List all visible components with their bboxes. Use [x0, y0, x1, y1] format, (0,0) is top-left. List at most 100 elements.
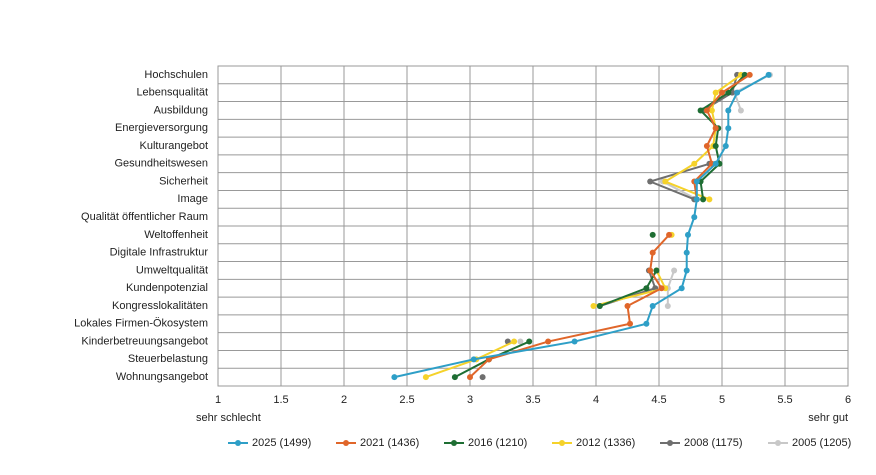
legend-dot — [343, 440, 349, 446]
data-point — [545, 338, 552, 345]
data-point — [708, 107, 715, 114]
scale-low-label: sehr schlecht — [196, 412, 261, 424]
data-point — [590, 303, 597, 309]
x-tick-label: 1.5 — [273, 394, 288, 406]
data-point — [712, 143, 719, 149]
data-point — [658, 285, 665, 292]
data-point — [647, 178, 654, 185]
legend-label: 2021 (1436) — [360, 437, 419, 449]
y-tick-label: Ausbildung — [154, 104, 208, 116]
series-line — [469, 234, 670, 378]
data-point — [697, 107, 704, 114]
x-tick-label: 3 — [467, 394, 473, 406]
legend-dot — [451, 440, 457, 446]
y-tick-label: Weltoffenheit — [144, 229, 208, 241]
data-point — [684, 231, 691, 238]
y-tick-label: Kongresslokalitäten — [112, 300, 208, 312]
series-line — [698, 74, 746, 200]
data-point — [719, 89, 725, 96]
data-point — [734, 89, 741, 96]
y-tick-label: Kulturangebot — [140, 140, 209, 152]
data-point — [746, 71, 753, 78]
data-point — [703, 107, 710, 114]
legend-label: 2016 (1210) — [468, 437, 527, 449]
data-point — [737, 107, 744, 114]
data-point — [725, 89, 732, 96]
y-tick-label: Qualität öffentlicher Raum — [81, 211, 208, 223]
y-tick-label: Hochschulen — [144, 69, 208, 81]
data-point — [722, 143, 729, 149]
data-point — [691, 160, 698, 167]
legend-label: 2012 (1336) — [576, 437, 635, 449]
data-point — [691, 214, 698, 221]
x-tick-label: 3.5 — [525, 394, 540, 406]
series-line — [663, 74, 742, 201]
legend-dot — [775, 440, 781, 446]
data-point — [624, 303, 631, 309]
scale-high-label: sehr gut — [808, 412, 848, 424]
legend-dot — [559, 440, 565, 446]
x-tick-label: 6 — [845, 394, 851, 406]
y-tick-label: Steuerbelastung — [128, 353, 208, 365]
y-tick-label: Wohnungsangebot — [116, 371, 208, 383]
data-point — [712, 89, 719, 96]
y-tick-label: Sicherheit — [159, 175, 208, 187]
data-point — [643, 285, 650, 292]
x-tick-label: 2 — [341, 394, 347, 406]
data-point — [653, 267, 660, 274]
data-point — [703, 143, 710, 149]
data-point — [712, 125, 719, 132]
x-tick-label: 1 — [215, 394, 221, 406]
x-tick-label: 4.5 — [651, 394, 666, 406]
legend-label: 2025 (1499) — [252, 437, 311, 449]
data-point — [664, 303, 671, 309]
data-point — [511, 338, 518, 345]
data-point — [526, 338, 533, 345]
data-point — [649, 231, 656, 238]
data-point — [422, 374, 429, 381]
data-point — [683, 267, 690, 274]
y-tick-label: Kundenpotenzial — [126, 282, 208, 294]
legend-dot — [667, 440, 673, 446]
x-tick-label: 4 — [593, 394, 599, 406]
data-point — [693, 196, 700, 203]
data-point — [647, 267, 654, 274]
legend-dot — [235, 440, 241, 446]
data-point — [725, 125, 732, 132]
data-point — [391, 374, 398, 381]
legend-label: 2005 (1205) — [792, 437, 851, 449]
data-point — [666, 231, 673, 238]
y-tick-label: Digitale Infrastruktur — [110, 247, 209, 259]
y-tick-label: Energieversorgung — [115, 122, 208, 134]
x-tick-label: 5 — [719, 394, 725, 406]
data-point — [643, 320, 650, 327]
data-point — [671, 267, 678, 274]
data-point — [479, 374, 486, 381]
y-tick-label: Lokales Firmen-Ökosystem — [74, 318, 208, 330]
data-point — [765, 71, 772, 78]
data-point — [725, 107, 732, 114]
data-point — [706, 196, 713, 203]
data-point — [467, 374, 473, 381]
x-tick-label: 5.5 — [777, 394, 792, 406]
data-point — [470, 356, 477, 363]
data-point — [678, 285, 685, 292]
series-line — [662, 180, 698, 201]
legend-label: 2008 (1175) — [684, 437, 743, 449]
y-tick-label: Umweltqualität — [136, 264, 208, 276]
data-point — [451, 374, 458, 381]
y-tick-label: Kinderbetreuungsangebot — [81, 335, 208, 347]
data-point — [693, 178, 700, 185]
data-point — [571, 338, 578, 345]
data-point — [712, 160, 719, 167]
data-point — [649, 303, 656, 309]
y-tick-label: Image — [177, 193, 208, 205]
data-point — [649, 249, 656, 256]
x-tick-label: 2.5 — [399, 394, 414, 406]
data-point — [683, 249, 690, 256]
data-point — [662, 178, 669, 185]
data-point — [596, 303, 603, 309]
data-point — [627, 320, 634, 327]
y-tick-label: Lebensqualität — [136, 87, 208, 99]
